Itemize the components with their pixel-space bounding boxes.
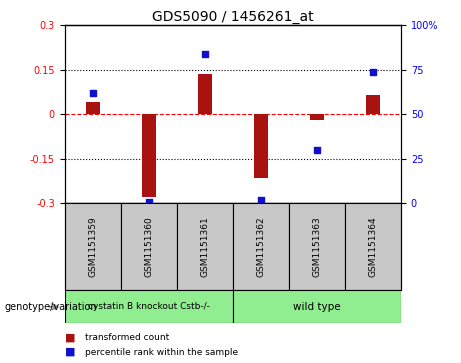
- Bar: [65, 203, 121, 290]
- Bar: [65, 290, 233, 323]
- Point: [89, 90, 96, 96]
- Bar: [177, 203, 233, 290]
- Text: percentile rank within the sample: percentile rank within the sample: [85, 348, 238, 356]
- Bar: [233, 203, 289, 290]
- Text: GSM1151361: GSM1151361: [200, 216, 209, 277]
- Text: GSM1151362: GSM1151362: [256, 216, 266, 277]
- Bar: [86, 102, 100, 114]
- Point: [257, 197, 265, 203]
- Text: GSM1151359: GSM1151359: [88, 216, 97, 277]
- Text: GSM1151363: GSM1151363: [313, 216, 321, 277]
- Bar: [142, 114, 156, 197]
- Bar: [121, 203, 177, 290]
- Text: cystatin B knockout Cstb-/-: cystatin B knockout Cstb-/-: [88, 302, 210, 311]
- Text: transformed count: transformed count: [85, 333, 170, 342]
- Title: GDS5090 / 1456261_at: GDS5090 / 1456261_at: [152, 11, 313, 24]
- Point: [369, 69, 377, 74]
- Bar: [310, 114, 324, 120]
- Bar: [198, 74, 212, 114]
- Text: GSM1151360: GSM1151360: [144, 216, 153, 277]
- Point: [145, 199, 152, 204]
- Bar: [254, 114, 268, 178]
- Text: GSM1151364: GSM1151364: [368, 216, 378, 277]
- Bar: [289, 203, 345, 290]
- Point: [313, 147, 321, 153]
- Text: genotype/variation: genotype/variation: [5, 302, 97, 312]
- Bar: [366, 95, 380, 114]
- Bar: [233, 290, 401, 323]
- Point: [201, 51, 208, 57]
- Text: ■: ■: [65, 347, 75, 357]
- Text: ■: ■: [65, 333, 75, 343]
- Text: wild type: wild type: [293, 302, 341, 312]
- Bar: [345, 203, 401, 290]
